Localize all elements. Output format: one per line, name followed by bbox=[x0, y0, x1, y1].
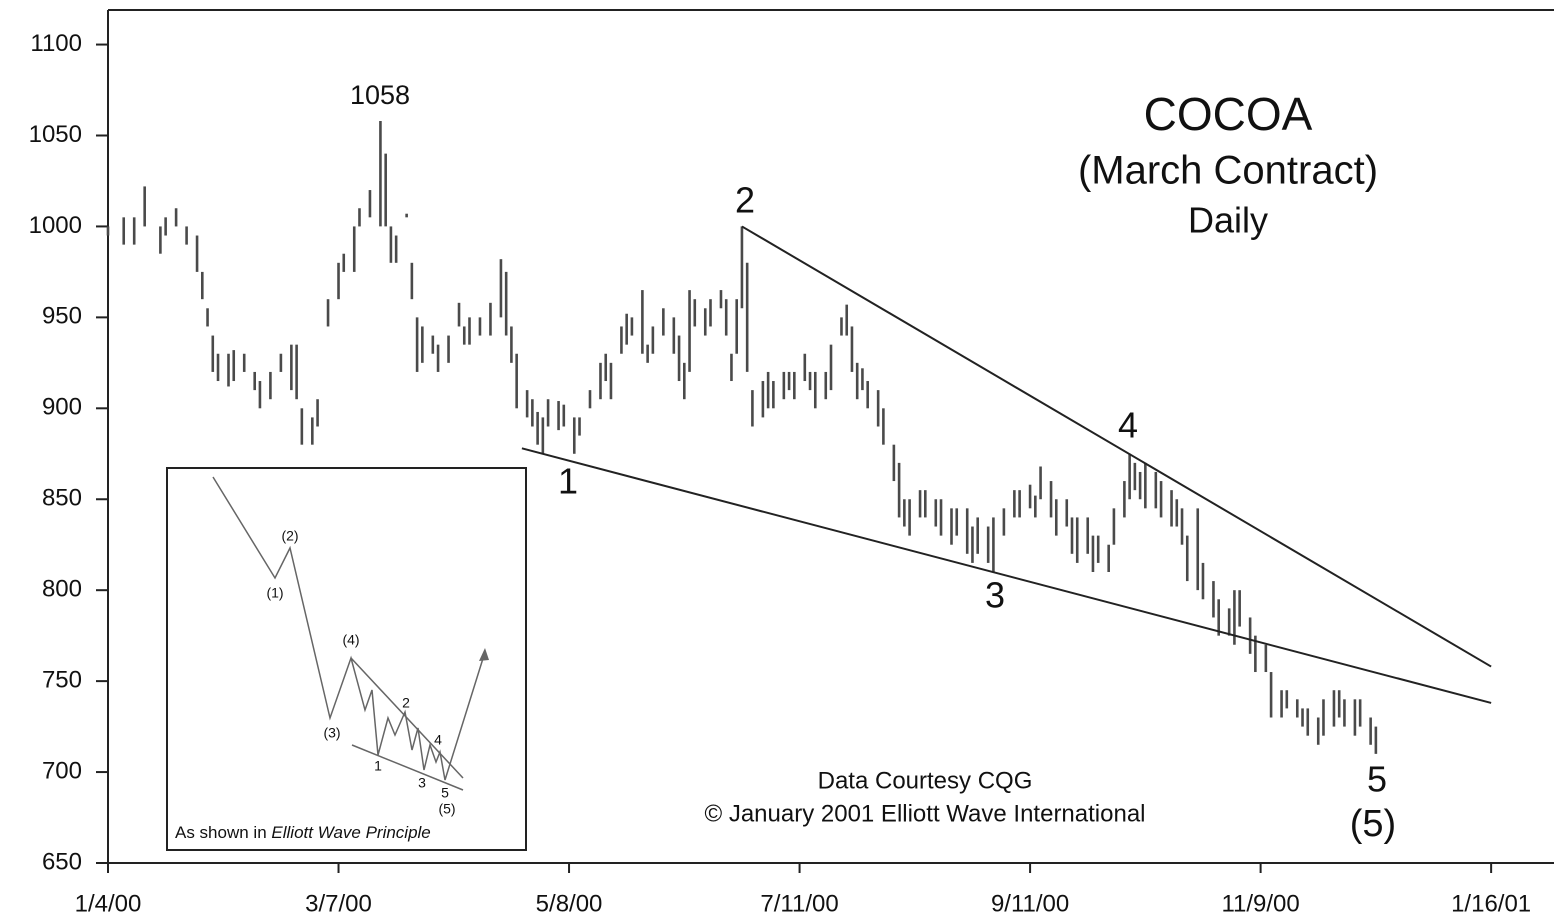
period-label: Daily bbox=[1188, 200, 1268, 241]
wave-label: 5 bbox=[1367, 759, 1387, 800]
inset-trendline bbox=[351, 744, 464, 791]
y-tick-label: 700 bbox=[42, 757, 82, 784]
wave-label: 2 bbox=[735, 180, 755, 221]
wave-label: 1 bbox=[558, 461, 578, 502]
x-tick-label: 3/7/00 bbox=[305, 890, 372, 917]
inset-label: (3) bbox=[323, 725, 340, 741]
inset-label: 3 bbox=[418, 775, 426, 791]
wave-label: 1058 bbox=[350, 80, 410, 110]
caption-text: As shown in bbox=[175, 823, 267, 842]
inset-label: (1) bbox=[266, 585, 283, 601]
x-tick-label: 9/11/00 bbox=[991, 890, 1069, 917]
y-tick-label: 650 bbox=[42, 848, 82, 875]
x-tick-label: 7/11/00 bbox=[760, 890, 838, 917]
chart-title: COCOA bbox=[1144, 88, 1313, 140]
wave-label: 3 bbox=[985, 575, 1005, 616]
inset-label: (5) bbox=[438, 801, 455, 817]
inset-label: 2 bbox=[402, 695, 410, 711]
inset-label: 4 bbox=[434, 732, 442, 748]
x-tick-label: 1/4/00 bbox=[75, 890, 142, 917]
inset: As shown in Elliott Wave Principle (1) (2… bbox=[166, 467, 527, 851]
inset-frame bbox=[166, 467, 527, 851]
inset-caption: As shown in Elliott Wave Principle bbox=[175, 823, 431, 842]
caption-book: Elliott Wave Principle bbox=[271, 823, 430, 842]
inset-trendline bbox=[350, 657, 464, 779]
wave-label: 4 bbox=[1118, 405, 1138, 446]
y-tick-label: 1050 bbox=[29, 121, 82, 148]
x-tick-label: 5/8/00 bbox=[536, 890, 603, 917]
x-tick-label: 11/9/00 bbox=[1221, 890, 1299, 917]
credit: Data Courtesy CQG bbox=[818, 767, 1033, 794]
inset-label: (4) bbox=[342, 632, 359, 648]
inset-label: 5 bbox=[441, 785, 449, 801]
credit: © January 2001 Elliott Wave Internationa… bbox=[704, 800, 1145, 827]
inset-wave bbox=[212, 476, 486, 781]
y-tick-label: 800 bbox=[42, 576, 82, 603]
wave-label: (5) bbox=[1350, 803, 1396, 845]
y-tick-label: 900 bbox=[42, 394, 82, 421]
x-tick-label: 1/16/01 bbox=[1451, 890, 1531, 917]
y-tick-label: 750 bbox=[42, 666, 82, 693]
y-tick-label: 1100 bbox=[30, 30, 82, 57]
chart-subtitle: (March Contract) bbox=[1078, 149, 1378, 193]
inset-arrow bbox=[479, 648, 489, 661]
inset-label: 1 bbox=[374, 758, 382, 774]
inset-label: (2) bbox=[281, 528, 298, 544]
trendline bbox=[741, 225, 1492, 668]
y-tick-label: 850 bbox=[42, 485, 82, 512]
y-tick-label: 950 bbox=[42, 303, 82, 330]
y-tick-label: 1000 bbox=[29, 212, 82, 239]
trendline bbox=[521, 447, 1492, 704]
